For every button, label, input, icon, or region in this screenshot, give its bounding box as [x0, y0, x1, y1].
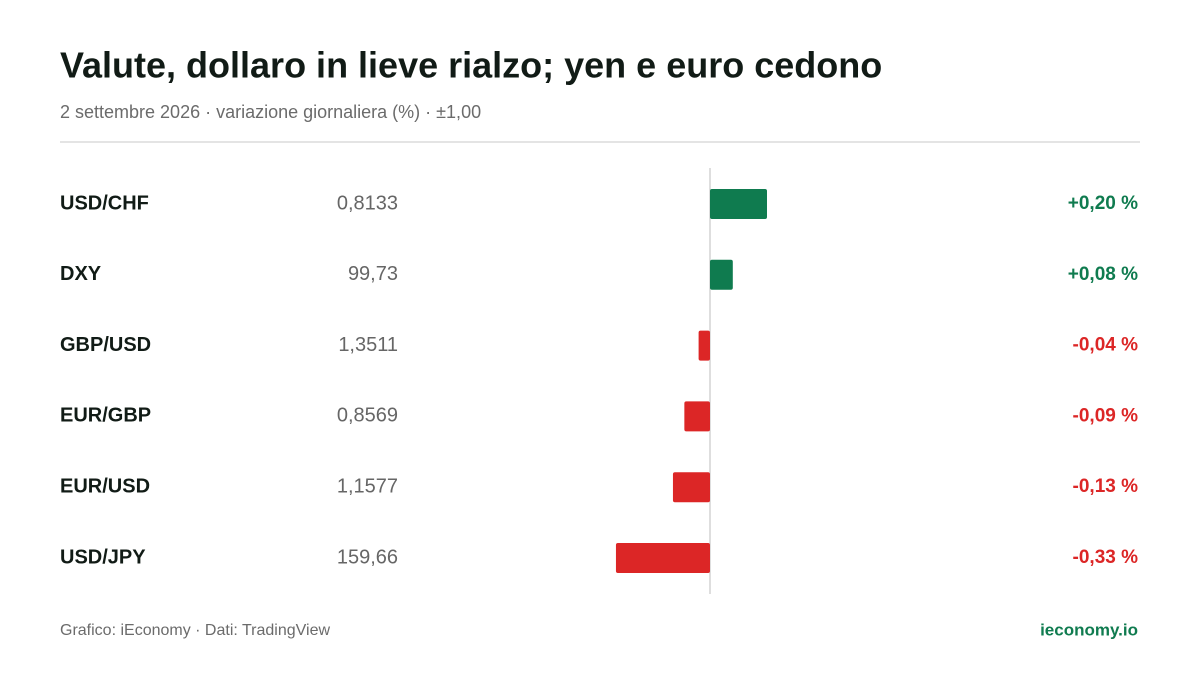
- row-label: GBP/USD: [60, 334, 151, 356]
- row-label: USD/CHF: [60, 192, 149, 214]
- quote: 1,1577: [337, 475, 398, 497]
- row-label: DXY: [60, 263, 102, 285]
- value-label: +0,08 %: [1068, 264, 1138, 285]
- row-label: EUR/GBP: [60, 405, 151, 427]
- row-label: USD/JPY: [60, 546, 146, 568]
- source: Grafico: iEconomy · Dati: TradingView: [60, 622, 330, 639]
- bar: [710, 259, 733, 290]
- value-label: -0,13 %: [1073, 476, 1139, 497]
- quote: 0,8569: [337, 405, 398, 427]
- bar: [684, 401, 710, 432]
- row-label: EUR/USD: [60, 475, 150, 497]
- chart-subtitle: 2 settembre 2026 · variazione giornalier…: [60, 102, 481, 122]
- bar: [672, 472, 710, 503]
- value-label: -0,09 %: [1073, 405, 1139, 426]
- value-label: -0,33 %: [1073, 547, 1139, 568]
- bar: [710, 189, 767, 219]
- brand: ieconomy.io: [1040, 620, 1138, 639]
- bar: [615, 543, 710, 573]
- chart-title: Valute, dollaro in lieve rialzo; yen e e…: [60, 45, 882, 86]
- quote: 99,73: [348, 263, 398, 285]
- value-label: +0,20 %: [1068, 193, 1138, 214]
- value-label: -0,04 %: [1073, 335, 1139, 356]
- bar: [698, 330, 710, 361]
- quote: 159,66: [337, 546, 398, 568]
- quote: 1,3511: [338, 334, 398, 356]
- quote: 0,8133: [337, 192, 398, 214]
